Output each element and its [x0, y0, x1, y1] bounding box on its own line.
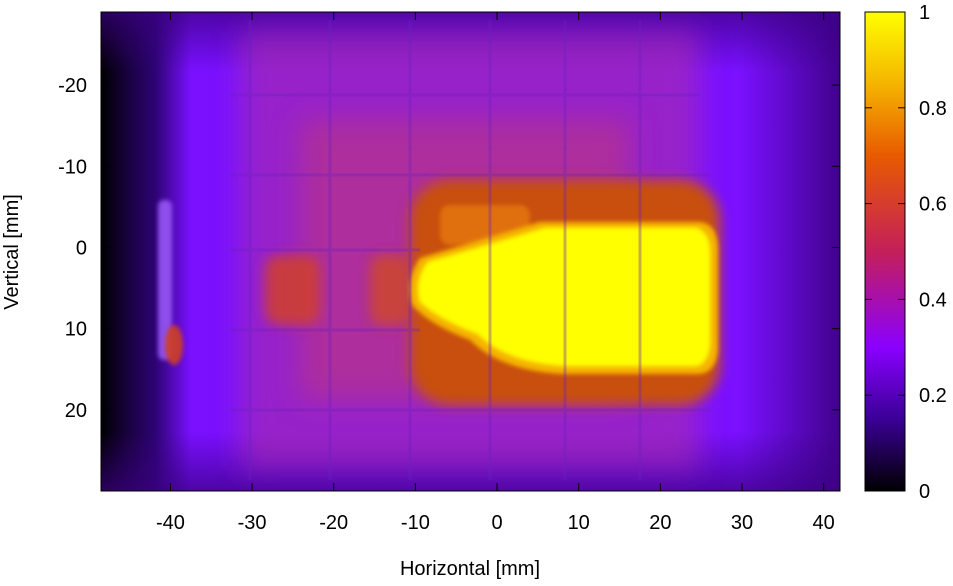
x-tick-label: -10: [401, 512, 430, 534]
yellow-core: [409, 222, 718, 374]
colorbar-tick-label: 0.2: [919, 385, 947, 407]
left-dark-band: [101, 12, 191, 491]
y-axis-ticks: -20 -10 0 10 20: [58, 75, 840, 422]
x-tick-label: -20: [319, 512, 348, 534]
left-cell-spot: [265, 255, 320, 325]
colorbar-tick-label: 0.4: [919, 289, 947, 311]
x-tick-label: 30: [731, 512, 753, 534]
y-tick-label: -10: [58, 156, 87, 178]
y-tick-label: 20: [65, 400, 87, 422]
y-tick-label: -20: [58, 75, 87, 97]
x-tick-label: 10: [568, 512, 590, 534]
x-tick-label: -40: [156, 512, 185, 534]
y-axis-label: Vertical [mm]: [1, 194, 23, 310]
left-edge-strip: [158, 200, 172, 360]
heatmap-image: [101, 12, 840, 491]
colorbar-gradient: [864, 11, 906, 492]
x-tick-label: 0: [491, 512, 502, 534]
colorbar: 0 0.2 0.4 0.6 0.8 1: [864, 2, 947, 503]
y-tick-label: 10: [65, 319, 87, 341]
x-tick-label: 40: [813, 512, 835, 534]
y-tick-label: 0: [76, 237, 87, 259]
x-axis-ticks: -40 -30 -20 -10 0 10 20 30 40: [156, 12, 835, 534]
x-tick-label: -30: [238, 512, 267, 534]
colorbar-ticks: 0 0.2 0.4 0.6 0.8 1: [865, 2, 947, 503]
colorbar-tick-label: 0.8: [919, 98, 947, 120]
plot-axes: -40 -30 -20 -10 0 10 20 30 40 -20 -10 0 10 20 Horizo…: [1, 11, 841, 580]
x-tick-label: 20: [649, 512, 671, 534]
left-edge-spot: [165, 325, 183, 365]
colorbar-tick-label: 0: [919, 481, 930, 503]
colorbar-tick-label: 0.6: [919, 194, 947, 216]
x-axis-label: Horizontal [mm]: [400, 558, 540, 580]
colorbar-tick-label: 1: [919, 2, 930, 24]
